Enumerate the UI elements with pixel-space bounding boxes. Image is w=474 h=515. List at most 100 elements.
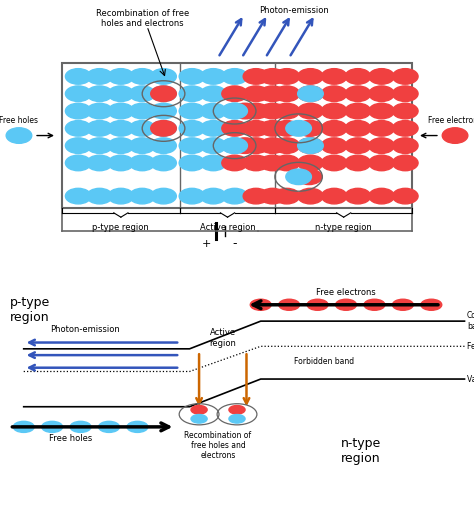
Circle shape — [392, 103, 418, 119]
Circle shape — [179, 68, 205, 84]
Circle shape — [321, 86, 347, 101]
Circle shape — [108, 68, 134, 84]
Circle shape — [364, 299, 385, 311]
Circle shape — [345, 155, 371, 171]
Circle shape — [108, 188, 134, 204]
Circle shape — [65, 188, 91, 204]
Circle shape — [222, 121, 247, 136]
Text: Forbidden band: Forbidden band — [294, 357, 354, 366]
Circle shape — [298, 103, 323, 119]
Circle shape — [345, 103, 371, 119]
Circle shape — [65, 138, 91, 153]
Circle shape — [229, 405, 245, 414]
Circle shape — [151, 86, 176, 101]
Circle shape — [421, 299, 442, 311]
Circle shape — [260, 138, 285, 153]
Circle shape — [298, 86, 323, 101]
Circle shape — [108, 86, 134, 101]
Circle shape — [129, 155, 155, 171]
Circle shape — [243, 103, 269, 119]
Circle shape — [298, 86, 323, 101]
Circle shape — [65, 103, 91, 119]
Circle shape — [260, 86, 285, 101]
Circle shape — [87, 155, 112, 171]
Circle shape — [260, 188, 285, 204]
Circle shape — [392, 299, 413, 311]
Circle shape — [274, 103, 300, 119]
Text: p-type region: p-type region — [92, 223, 149, 232]
Circle shape — [442, 128, 468, 143]
Circle shape — [298, 138, 323, 153]
Circle shape — [392, 188, 418, 204]
Circle shape — [87, 138, 112, 153]
Circle shape — [222, 86, 247, 101]
Circle shape — [179, 188, 205, 204]
Text: Free electrons: Free electrons — [428, 115, 474, 125]
Circle shape — [129, 68, 155, 84]
Text: Valence band: Valence band — [467, 374, 474, 384]
Circle shape — [369, 138, 394, 153]
Circle shape — [201, 121, 226, 136]
Text: Recombination of free
holes and electrons: Recombination of free holes and electron… — [96, 9, 189, 28]
Circle shape — [222, 138, 247, 153]
Circle shape — [260, 121, 285, 136]
Circle shape — [151, 155, 176, 171]
Circle shape — [201, 68, 226, 84]
Circle shape — [222, 138, 247, 153]
Circle shape — [307, 299, 328, 311]
Circle shape — [243, 138, 269, 153]
Text: Free holes: Free holes — [0, 115, 38, 125]
Circle shape — [87, 121, 112, 136]
Circle shape — [201, 188, 226, 204]
Circle shape — [151, 121, 176, 136]
Circle shape — [298, 188, 323, 204]
Text: Recombination of
free holes and
electrons: Recombination of free holes and electron… — [184, 431, 252, 460]
Circle shape — [321, 138, 347, 153]
Circle shape — [179, 86, 205, 101]
Circle shape — [232, 138, 258, 153]
Circle shape — [222, 155, 247, 171]
Circle shape — [232, 103, 258, 119]
Circle shape — [87, 103, 112, 119]
Circle shape — [201, 155, 226, 171]
Circle shape — [279, 299, 300, 311]
Text: p-type
region: p-type region — [9, 296, 50, 324]
Circle shape — [222, 188, 247, 204]
Circle shape — [274, 121, 300, 136]
Circle shape — [250, 299, 271, 311]
Circle shape — [298, 138, 323, 153]
Circle shape — [108, 121, 134, 136]
Text: Photon-emission: Photon-emission — [50, 325, 120, 334]
Circle shape — [129, 86, 155, 101]
Circle shape — [296, 169, 322, 184]
Circle shape — [243, 86, 269, 101]
Circle shape — [87, 86, 112, 101]
Circle shape — [274, 86, 300, 101]
Circle shape — [392, 155, 418, 171]
Circle shape — [392, 121, 418, 136]
Circle shape — [179, 121, 205, 136]
Circle shape — [345, 188, 371, 204]
Circle shape — [274, 155, 300, 171]
Circle shape — [345, 121, 371, 136]
Circle shape — [243, 155, 269, 171]
Circle shape — [129, 188, 155, 204]
Circle shape — [151, 188, 176, 204]
Circle shape — [179, 138, 205, 153]
Circle shape — [129, 103, 155, 119]
Circle shape — [179, 103, 205, 119]
Circle shape — [129, 138, 155, 153]
Circle shape — [392, 138, 418, 153]
Circle shape — [99, 421, 119, 433]
Text: Fermi level: Fermi level — [467, 342, 474, 351]
Circle shape — [201, 86, 226, 101]
Circle shape — [42, 421, 63, 433]
Circle shape — [321, 121, 347, 136]
Circle shape — [191, 415, 207, 423]
Circle shape — [336, 299, 356, 311]
Circle shape — [321, 155, 347, 171]
Circle shape — [179, 155, 205, 171]
Circle shape — [108, 138, 134, 153]
Circle shape — [151, 121, 176, 136]
Circle shape — [65, 121, 91, 136]
